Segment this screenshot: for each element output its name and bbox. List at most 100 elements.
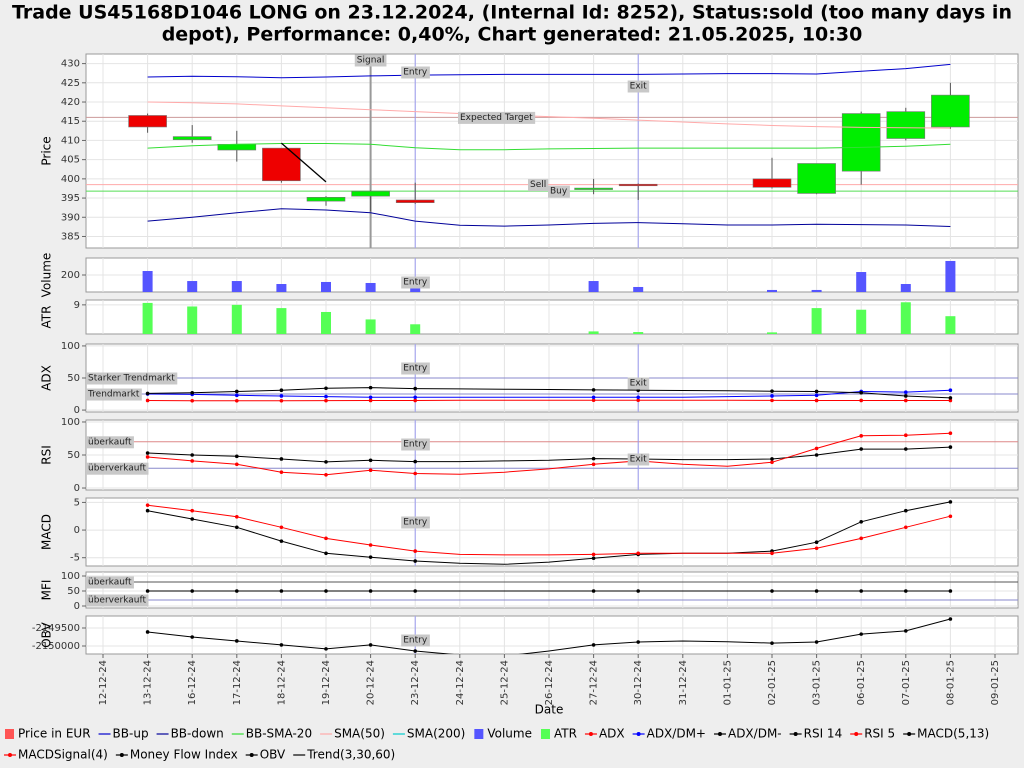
series-dot bbox=[413, 459, 418, 464]
series-dot bbox=[904, 629, 908, 633]
legend-label: Volume bbox=[487, 727, 532, 741]
series-line bbox=[147, 399, 951, 402]
series-dot bbox=[190, 508, 194, 513]
series-dot bbox=[904, 433, 908, 437]
series-dot bbox=[636, 395, 640, 400]
event-label: Entry bbox=[403, 518, 428, 528]
candle-body bbox=[395, 199, 435, 203]
legend-item: MACDSignal(4) bbox=[4, 748, 108, 762]
y-tick-label: 405 bbox=[61, 155, 80, 166]
x-tick-label: 13-12-24 bbox=[143, 660, 154, 705]
event-label: Entry bbox=[403, 278, 428, 288]
bar bbox=[633, 286, 644, 292]
note-box bbox=[401, 362, 430, 375]
series-dot bbox=[368, 589, 373, 593]
series-dot bbox=[368, 458, 373, 463]
series-dot bbox=[324, 460, 328, 464]
series-dot bbox=[814, 446, 819, 451]
y-axis-label: ADX bbox=[40, 365, 54, 391]
x-tick-label: 08-01-25 bbox=[945, 660, 956, 705]
series-dot bbox=[324, 551, 328, 556]
bar bbox=[856, 309, 867, 334]
legend-item: ADX/DM- bbox=[713, 727, 782, 741]
legend-label: MACD(5,13) bbox=[917, 727, 989, 741]
series-dot bbox=[413, 398, 418, 403]
note-box bbox=[401, 66, 430, 79]
legend-item: MACD(5,13) bbox=[903, 727, 989, 741]
series-dot bbox=[324, 386, 328, 391]
x-tick-label: 16-12-24 bbox=[187, 660, 198, 705]
candle-body bbox=[574, 187, 613, 190]
y-axis-label: Price bbox=[40, 136, 54, 165]
y-tick-label: 0 bbox=[74, 483, 80, 494]
series-dot bbox=[904, 390, 908, 394]
y-tick-label: 100 bbox=[61, 341, 80, 352]
legend-label: BB-down bbox=[171, 727, 224, 741]
candle-body bbox=[841, 113, 881, 172]
legend-label: Price in EUR bbox=[18, 727, 91, 741]
series-dot bbox=[279, 643, 284, 647]
legend-label: ATR bbox=[554, 727, 577, 741]
series-line bbox=[147, 63, 951, 79]
legend-label: Money Flow Index bbox=[130, 748, 238, 762]
note-box bbox=[86, 436, 134, 449]
legend-dot bbox=[8, 753, 12, 757]
bar bbox=[767, 289, 777, 292]
series-dot bbox=[324, 394, 328, 399]
y-tick-label: -5 bbox=[70, 553, 80, 564]
series-line bbox=[147, 208, 951, 227]
series-dot bbox=[145, 451, 150, 455]
series-dot bbox=[770, 460, 774, 465]
panel bbox=[86, 54, 1018, 248]
event-label: Signal bbox=[357, 56, 385, 66]
series-dot bbox=[636, 589, 640, 593]
bar bbox=[187, 281, 198, 292]
y-axis-label: MFI bbox=[40, 580, 54, 601]
series-dot bbox=[368, 395, 373, 400]
legend-swatch bbox=[474, 729, 484, 739]
series-dot bbox=[591, 395, 596, 400]
series-dot bbox=[190, 517, 194, 521]
note-box bbox=[458, 111, 536, 124]
bar bbox=[321, 311, 331, 334]
series-dot bbox=[279, 470, 284, 474]
y-axis-label: RSI bbox=[40, 445, 54, 465]
legend-label: Trend(3,30,60) bbox=[306, 748, 395, 762]
level-label: Expected Target bbox=[460, 113, 533, 123]
legend-label: ADX/DM- bbox=[728, 727, 782, 741]
y-tick-label: -2149500 bbox=[32, 623, 80, 634]
level-label: Sell bbox=[530, 180, 546, 190]
note-box bbox=[627, 80, 650, 93]
plot-area bbox=[85, 615, 1019, 655]
legend-label: SMA(200) bbox=[407, 727, 465, 741]
series-dot bbox=[948, 431, 953, 436]
legend-item: RSI 14 bbox=[789, 727, 842, 741]
series-dot bbox=[814, 389, 819, 394]
series-dot bbox=[145, 391, 150, 396]
note-box bbox=[401, 634, 430, 647]
y-tick-label: 50 bbox=[67, 450, 80, 461]
level-label: überkauft bbox=[88, 437, 132, 447]
series-dot bbox=[279, 388, 284, 392]
note-box bbox=[86, 462, 149, 475]
note-box bbox=[401, 516, 430, 529]
series-dot bbox=[279, 398, 284, 403]
legend-item: ADX/DM+ bbox=[632, 727, 706, 741]
series-dot bbox=[859, 632, 863, 636]
series-dot bbox=[235, 393, 239, 398]
y-tick-label: 400 bbox=[61, 174, 80, 185]
legend-dot bbox=[717, 732, 722, 736]
series-dot bbox=[279, 539, 284, 543]
bar bbox=[276, 308, 287, 334]
series-dot bbox=[235, 639, 239, 643]
series-dot bbox=[948, 589, 953, 593]
candle-body bbox=[172, 136, 212, 140]
x-tick-label: 30-12-24 bbox=[633, 660, 644, 705]
legend-dot bbox=[249, 753, 254, 757]
legend-label: MACDSignal(4) bbox=[18, 748, 108, 762]
series-dot bbox=[591, 556, 596, 561]
series-dot bbox=[413, 549, 418, 553]
y-tick-label: 0 bbox=[74, 405, 80, 416]
y-axis-label: Volume bbox=[40, 253, 54, 298]
series-dot bbox=[948, 398, 953, 403]
